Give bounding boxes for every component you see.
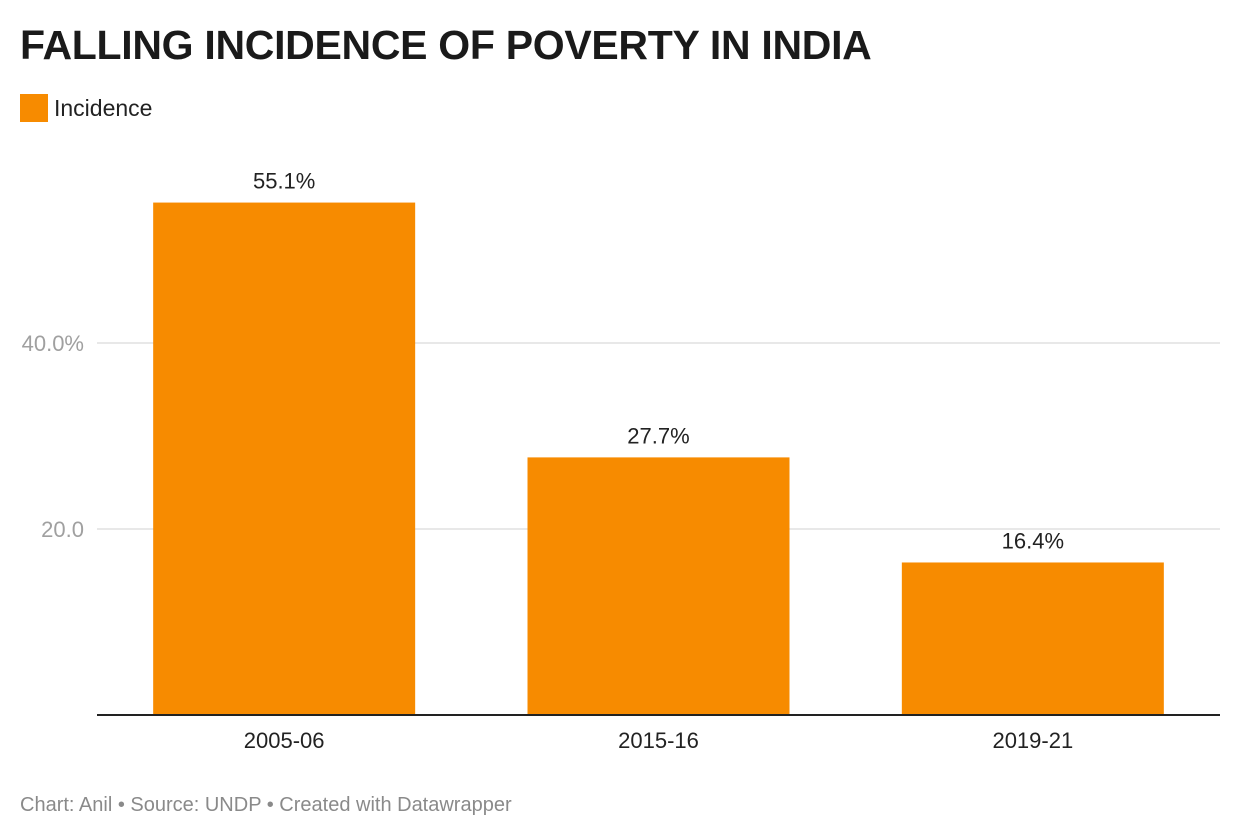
legend-swatch — [20, 94, 48, 122]
bar-value-label: 27.7% — [627, 423, 689, 448]
bar — [901, 562, 1164, 715]
y-tick-label: 40.0% — [22, 331, 84, 356]
x-tick-label: 2015-16 — [618, 728, 699, 753]
x-axis-ticks: 2005-06 2015-16 2019-21 — [244, 728, 1073, 753]
legend-label: Incidence — [54, 94, 153, 121]
bars — [153, 202, 1164, 715]
chart-footer: Chart: Anil • Source: UNDP • Created wit… — [20, 794, 512, 816]
x-tick-label: 2019-21 — [992, 728, 1073, 753]
bar-value-label: 55.1% — [253, 169, 315, 194]
y-tick-label: 20.0 — [41, 517, 84, 542]
bar — [527, 457, 790, 715]
bar-chart: 20.0 40.0% 55.1% 27.7% 16.4% 2005-06 2015-16… — [22, 169, 1220, 753]
chart-title: FALLING INCIDENCE OF POVERTY IN INDIA — [20, 22, 872, 68]
legend: Incidence — [20, 94, 152, 122]
value-labels: 55.1% 27.7% 16.4% — [253, 169, 1064, 554]
bar-value-label: 16.4% — [1002, 528, 1064, 553]
y-axis-ticks: 20.0 40.0% — [22, 331, 84, 542]
x-tick-label: 2005-06 — [244, 728, 325, 753]
bar — [153, 202, 416, 715]
